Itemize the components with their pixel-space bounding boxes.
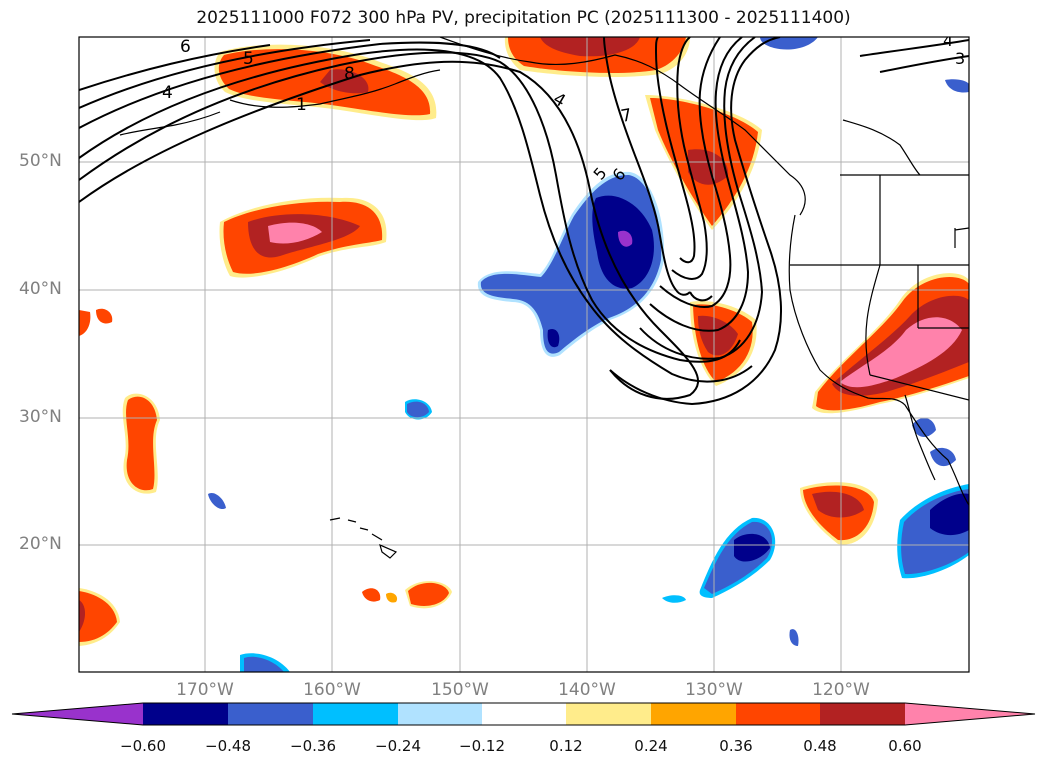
colorbar-segment-0 — [12, 703, 143, 725]
precip-positive-small — [79, 308, 452, 646]
colorbar-tick-label: 0.24 — [634, 737, 668, 755]
coastlines — [119, 37, 969, 559]
colorbar-segment-6 — [566, 703, 651, 725]
contour-label: 1 — [296, 95, 307, 115]
lat-label-40n: 40°N — [19, 279, 62, 299]
lon-label-160w: 160°W — [303, 680, 361, 700]
figure-title: 2025111000 F072 300 hPa PV, precipitatio… — [196, 8, 851, 28]
contour-label: 6 — [180, 37, 191, 57]
colorbar — [11, 702, 1036, 726]
contour-label: 4 — [162, 83, 173, 103]
colorbar-tick-label: −0.36 — [290, 737, 336, 755]
colorbar-segment-1 — [143, 703, 228, 725]
lon-label-140w: 140°W — [558, 680, 616, 700]
lon-label-120w: 120°W — [812, 680, 870, 700]
colorbar-segment-8 — [736, 703, 820, 725]
contour-label: 7 — [619, 105, 633, 127]
colorbar-tick-label: −0.48 — [205, 737, 251, 755]
colorbar-segment-4 — [398, 703, 482, 725]
map-panel: 6 5 4 8 1 4 7 5 6 4 3 — [79, 31, 969, 672]
gridlines — [79, 37, 969, 672]
colorbar-segment-5 — [482, 703, 566, 725]
colorbar-outline — [11, 702, 1036, 726]
lon-label-130w: 130°W — [685, 680, 743, 700]
precip-positive-trough — [690, 300, 757, 386]
lat-label-20n: 20°N — [19, 534, 62, 554]
contour-label: 5 — [243, 49, 254, 69]
lon-label-170w: 170°W — [176, 680, 234, 700]
colorbar-segment-9 — [820, 703, 905, 725]
colorbar-segment-2 — [228, 703, 313, 725]
map-frame — [78, 36, 970, 673]
colorbar-tick-label: 0.12 — [549, 737, 583, 755]
colorbar-tick-label: 0.36 — [719, 737, 753, 755]
lat-label-30n: 30°N — [19, 407, 62, 427]
contour-label: 8 — [344, 64, 355, 84]
precip-positive-subtropical — [800, 482, 878, 545]
colorbar-segment-7 — [651, 703, 736, 725]
lat-label-50n: 50°N — [19, 151, 62, 171]
colorbar-tick-label: 0.60 — [888, 737, 922, 755]
colorbar-segment-3 — [313, 703, 398, 725]
colorbar-tick-label: 0.48 — [803, 737, 837, 755]
precip-negative-small — [208, 37, 969, 672]
precip-negative-main — [477, 171, 665, 357]
precip-positive-gulf — [504, 37, 690, 77]
precip-positive-west — [122, 393, 160, 494]
contour-label: 4 — [943, 31, 953, 50]
contour-label: 3 — [955, 49, 965, 68]
precip-positive-california — [812, 273, 969, 414]
colorbar-segment-10 — [905, 703, 1035, 725]
colorbar-tick-label: −0.12 — [459, 737, 505, 755]
pv-contours — [79, 37, 969, 406]
colorbar-tick-label: −0.24 — [375, 737, 421, 755]
colorbar-tick-label: −0.60 — [120, 737, 166, 755]
lon-label-150w: 150°W — [431, 680, 489, 700]
